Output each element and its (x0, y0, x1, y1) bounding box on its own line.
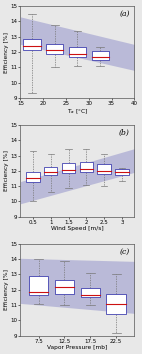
X-axis label: Wind Speed [m/s]: Wind Speed [m/s] (51, 226, 104, 231)
Bar (44, 167, 58, 176)
Bar (55, 280, 74, 294)
Bar (26, 172, 40, 182)
X-axis label: T$_a$ [°C]: T$_a$ [°C] (67, 107, 88, 116)
Bar (29, 276, 48, 295)
Text: (b): (b) (119, 129, 130, 137)
Bar (97, 164, 111, 174)
Text: (c): (c) (120, 247, 130, 256)
Bar (106, 294, 126, 314)
Bar (80, 162, 93, 172)
Bar (92, 51, 109, 61)
Bar (81, 288, 100, 297)
Bar (23, 39, 40, 50)
Bar (46, 44, 63, 54)
Bar (115, 169, 129, 175)
X-axis label: Vapor Pressure [mb]: Vapor Pressure [mb] (47, 345, 108, 350)
Y-axis label: Efficiency [%]: Efficiency [%] (4, 269, 9, 310)
Y-axis label: Efficiency [%]: Efficiency [%] (4, 150, 9, 192)
Bar (69, 47, 86, 57)
Bar (62, 163, 75, 173)
Text: (a): (a) (119, 10, 130, 18)
Y-axis label: Efficiency [%]: Efficiency [%] (4, 32, 9, 73)
